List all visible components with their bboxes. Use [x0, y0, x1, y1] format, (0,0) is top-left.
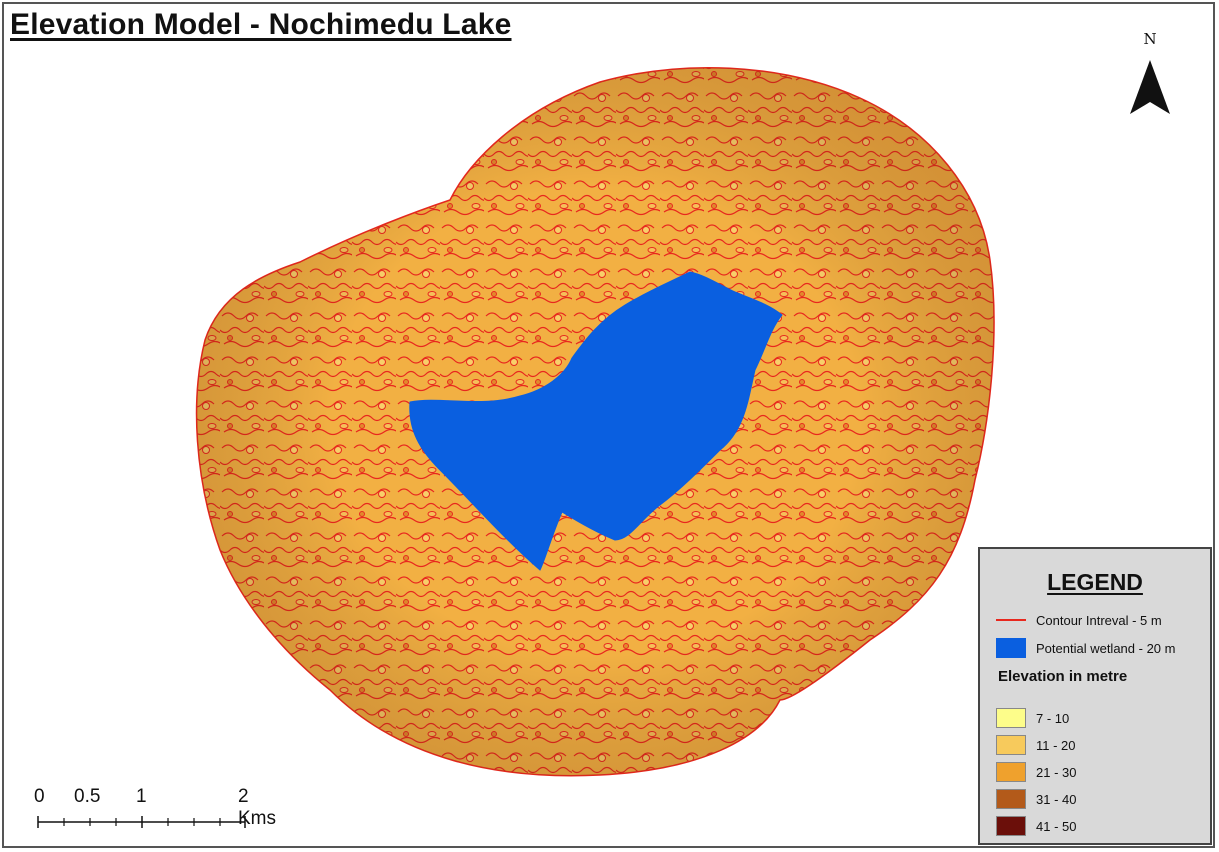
contour-line-swatch [996, 619, 1026, 621]
north-label: N [1143, 30, 1157, 48]
class-label: 31 - 40 [1036, 791, 1077, 807]
class-swatch [996, 789, 1026, 809]
class-label: 41 - 50 [1036, 818, 1077, 834]
contour-label: Contour Intreval - 5 m [1036, 612, 1162, 628]
north-arrow-icon [1130, 60, 1170, 114]
legend-class-row: 41 - 50 [996, 815, 1076, 837]
class-label: 11 - 20 [1036, 737, 1076, 753]
legend-wetland-row: Potential wetland - 20 m [996, 637, 1175, 659]
scale-label-2: 2 Kms [238, 786, 276, 829]
scale-label-0: 0 [34, 786, 45, 807]
scale-label-1: 1 [136, 786, 147, 807]
scale-label-0-5: 0.5 [74, 786, 101, 807]
legend-class-row: 11 - 20 [996, 734, 1076, 756]
class-swatch [996, 708, 1026, 728]
scale-bar-graphic [37, 816, 246, 828]
map-title: Elevation Model - Nochimedu Lake [10, 8, 512, 41]
legend: LEGEND Contour Intreval - 5 m Potential … [978, 547, 1212, 845]
legend-contour-row: Contour Intreval - 5 m [996, 609, 1162, 631]
wetland-swatch [996, 638, 1026, 658]
wetland-label: Potential wetland - 20 m [1036, 640, 1176, 656]
potential-wetland [409, 271, 783, 571]
legend-class-row: 7 - 10 [996, 707, 1069, 729]
legend-class-row: 31 - 40 [996, 788, 1076, 810]
class-label: 7 - 10 [1036, 710, 1070, 726]
class-swatch [996, 816, 1026, 836]
scale-bar: 0 0.5 1 2 Kms [30, 786, 276, 836]
legend-class-row: 21 - 30 [996, 761, 1076, 783]
north-arrow: N [1120, 30, 1180, 120]
class-swatch [996, 762, 1026, 782]
elevation-heading: Elevation in metre [998, 668, 1128, 685]
legend-title: LEGEND [1047, 569, 1143, 595]
class-label: 21 - 30 [1036, 764, 1077, 780]
class-swatch [996, 735, 1026, 755]
